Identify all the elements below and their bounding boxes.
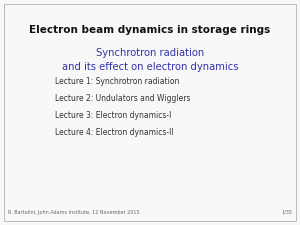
Text: Synchrotron radiation
and its effect on electron dynamics: Synchrotron radiation and its effect on … bbox=[62, 48, 238, 72]
Text: Lecture 2: Undulators and Wigglers: Lecture 2: Undulators and Wigglers bbox=[55, 94, 190, 103]
Text: Lecture 3: Electron dynamics-I: Lecture 3: Electron dynamics-I bbox=[55, 111, 171, 120]
Text: 1/35: 1/35 bbox=[281, 210, 292, 215]
Text: Lecture 1: Synchrotron radiation: Lecture 1: Synchrotron radiation bbox=[55, 77, 179, 86]
Text: Lecture 4: Electron dynamics-II: Lecture 4: Electron dynamics-II bbox=[55, 128, 174, 137]
Text: R. Bartolini, John Adams Institute, 12 November 2015: R. Bartolini, John Adams Institute, 12 N… bbox=[8, 210, 140, 215]
Text: Electron beam dynamics in storage rings: Electron beam dynamics in storage rings bbox=[29, 25, 271, 35]
